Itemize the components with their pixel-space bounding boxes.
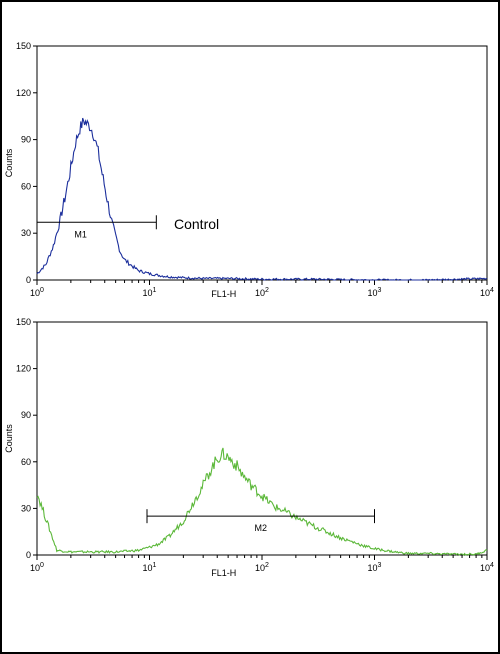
y-axis-label: Counts	[4, 424, 14, 453]
x-tick-label: 103	[368, 287, 382, 298]
x-tick-label: 100	[30, 562, 44, 573]
y-tick-label: 60	[21, 181, 31, 191]
plot-area	[36, 45, 488, 281]
y-tick-label: 0	[26, 550, 31, 560]
gate-label: M2	[254, 523, 267, 533]
y-tick-label: 60	[21, 457, 31, 467]
x-axis-label: FL1-H	[211, 568, 236, 578]
y-tick-label: 0	[26, 275, 31, 285]
y-tick-label: 90	[21, 410, 31, 420]
x-tick-label: 101	[143, 562, 157, 573]
y-tick-label: 90	[21, 135, 31, 145]
x-tick-label: 102	[255, 562, 269, 573]
x-tick-label: 100	[30, 287, 44, 298]
histogram-series-line	[36, 117, 488, 281]
y-tick-label: 150	[16, 41, 31, 51]
y-tick-label: 120	[16, 364, 31, 374]
x-tick-label: 102	[255, 287, 269, 298]
y-tick-label: 150	[16, 317, 31, 327]
control-annotation: Control	[174, 216, 219, 232]
x-axis-label: FL1-H	[211, 289, 236, 299]
y-axis-label: Counts	[4, 148, 14, 177]
histogram-panel-2: 0 30 60 90 120 150 100 101 102 103 104 FL1-H Counts M…	[4, 317, 494, 578]
x-tick-label: 101	[143, 287, 157, 298]
x-tick-label: 103	[368, 562, 382, 573]
x-tick-label: 104	[480, 287, 494, 298]
x-tick-label: 104	[480, 562, 494, 573]
histogram-panel-1: 0 30 60 90 120 150 100 101 102 103 104 FL1-H Counts M…	[4, 41, 494, 299]
plot-area	[36, 321, 488, 556]
gate-label: M1	[74, 229, 87, 239]
y-tick-label: 30	[21, 503, 31, 513]
histogram-series-line	[36, 447, 488, 556]
y-tick-label: 120	[16, 88, 31, 98]
y-tick-label: 30	[21, 228, 31, 238]
